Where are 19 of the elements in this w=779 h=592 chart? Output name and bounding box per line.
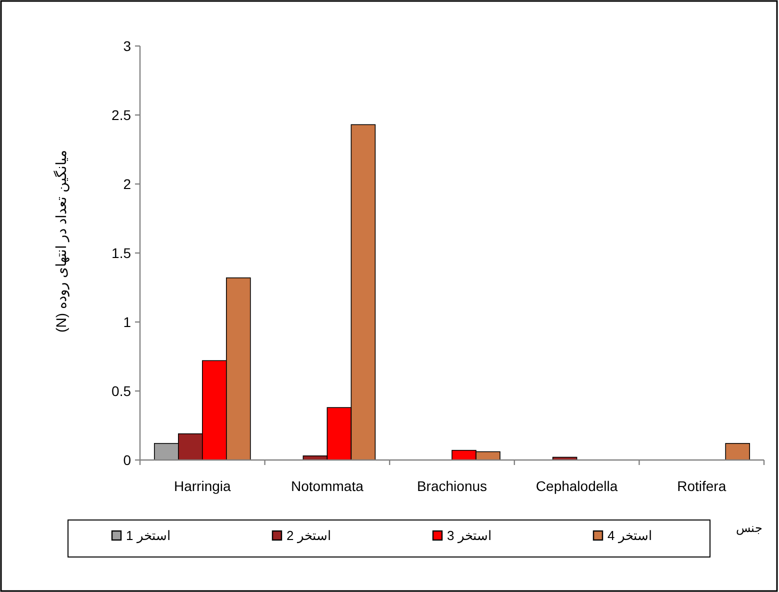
x-tick-label: Cephalodella xyxy=(536,478,618,494)
bar xyxy=(725,443,750,460)
y-tick-label: 0.5 xyxy=(112,383,132,399)
legend-label: استخر 1 xyxy=(126,528,171,544)
legend-label: استخر 3 xyxy=(447,528,492,544)
y-tick-label: 0 xyxy=(123,452,132,468)
x-tick-label: Notommata xyxy=(291,478,364,494)
x-tick-label: Rotifera xyxy=(677,478,726,494)
x-tick-label: Harringia xyxy=(174,478,232,494)
x-axis-title: جنس xyxy=(736,521,762,535)
y-tick-label: 1 xyxy=(123,314,132,330)
legend-label: استخر 2 xyxy=(286,528,332,544)
y-tick-label: 1.5 xyxy=(112,245,132,261)
y-tick-label: 2 xyxy=(123,176,132,192)
y-tick-label: 3 xyxy=(123,38,132,54)
x-tick-label: Brachionus xyxy=(416,478,488,494)
y-tick-label: 2.5 xyxy=(112,107,132,123)
y-axis-title: میانگین تعداد در انتهای روده (N) xyxy=(53,150,70,332)
legend-label: استخر 4 xyxy=(608,528,652,544)
